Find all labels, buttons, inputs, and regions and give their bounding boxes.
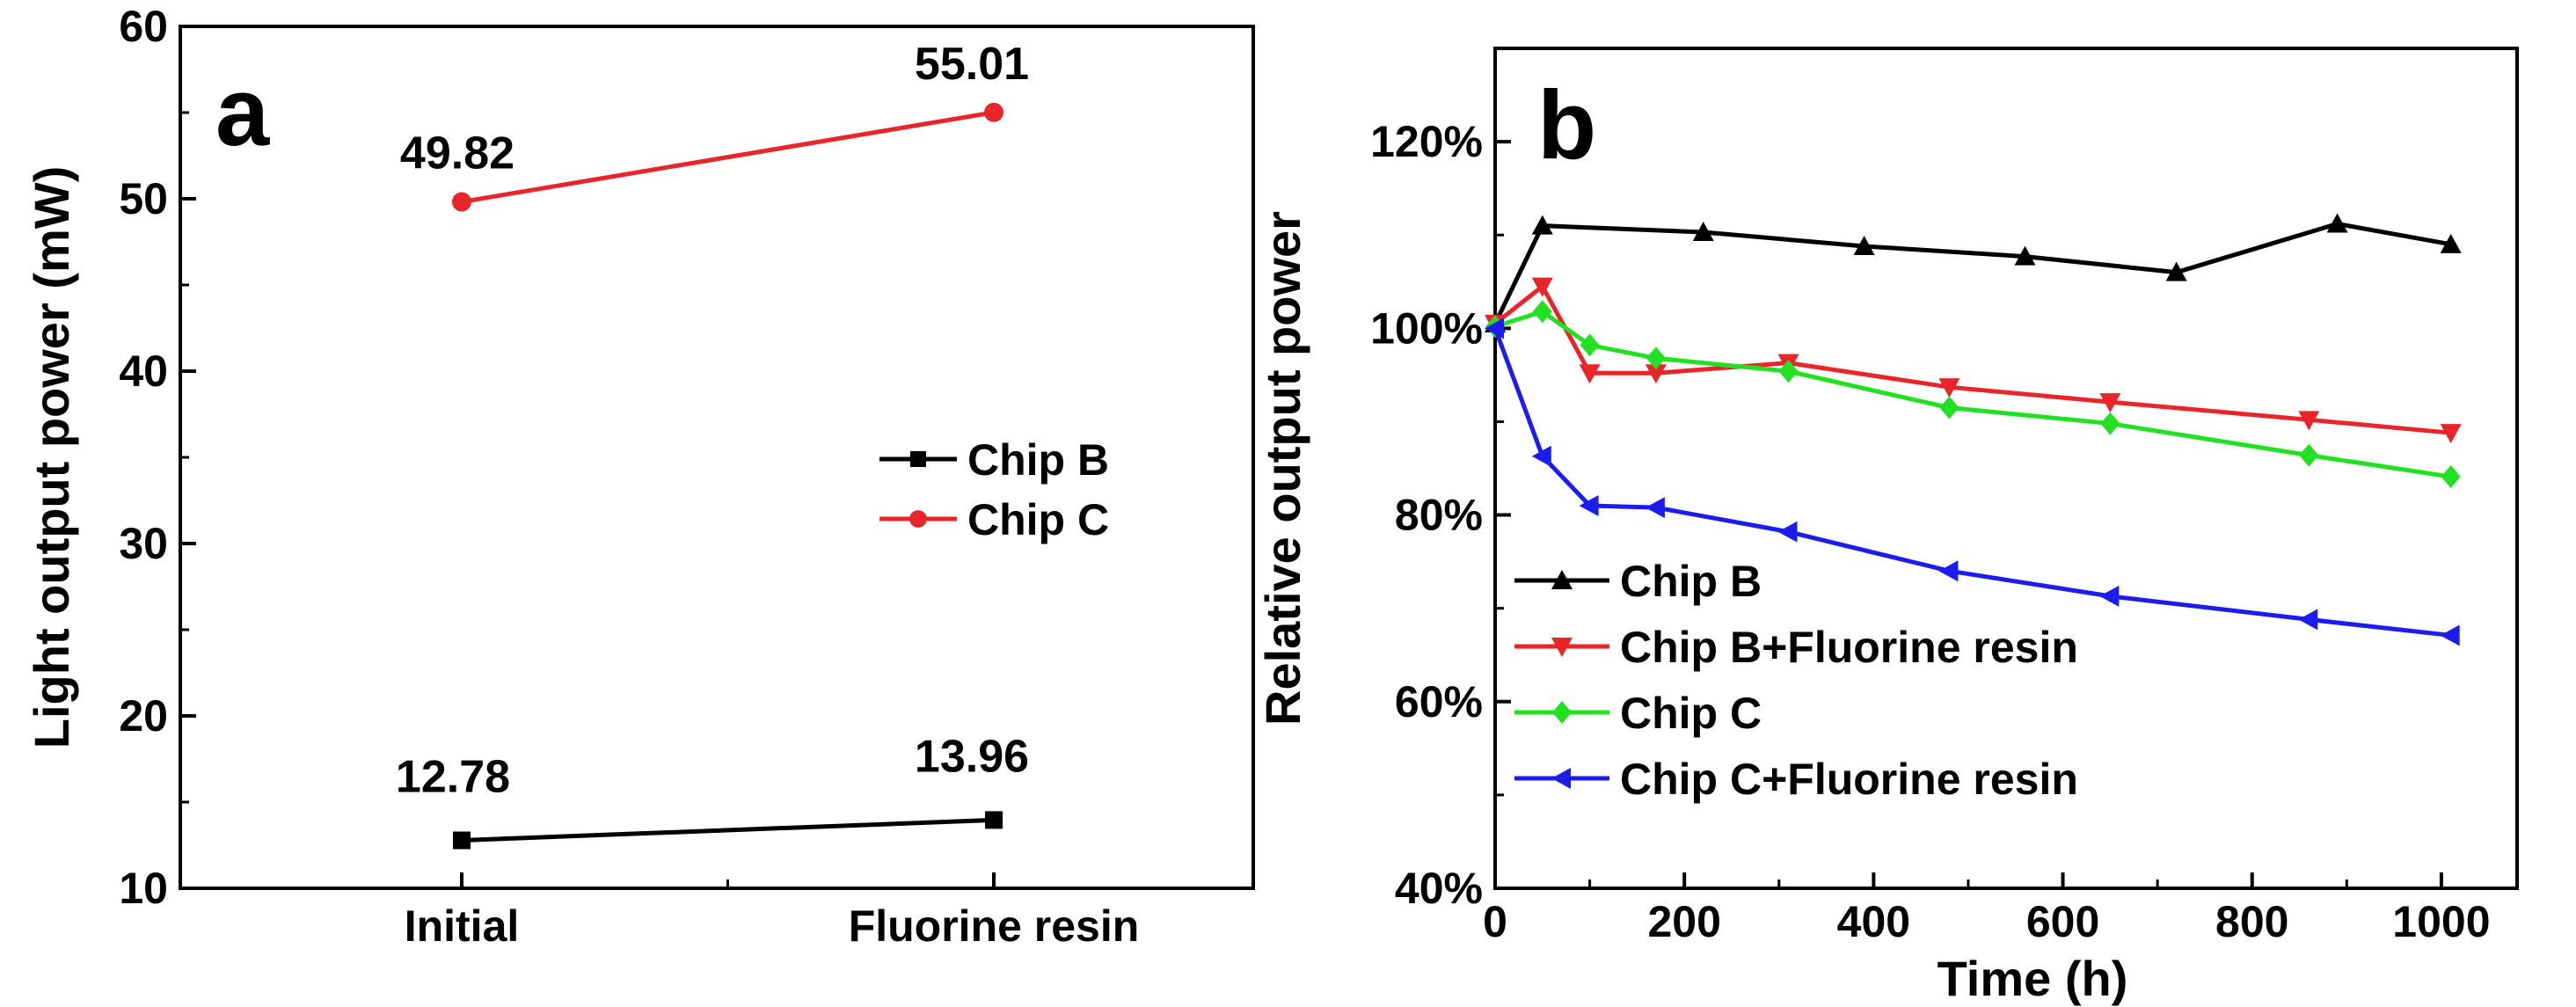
y-tick-label-a: 40 bbox=[119, 347, 168, 396]
data-point-chip-c-fluorine-resin bbox=[1485, 317, 1504, 339]
x-tick-label-b: 400 bbox=[1837, 897, 1910, 946]
data-point-chip-c bbox=[2100, 412, 2120, 435]
legend-marker bbox=[1551, 768, 1571, 789]
x-axis-label-b: Time (h) bbox=[1937, 951, 2128, 1006]
legend-marker bbox=[1551, 638, 1573, 657]
data-label: 49.82 bbox=[400, 128, 514, 179]
y-tick-label-b: 40% bbox=[1395, 864, 1483, 913]
data-point-chip-c bbox=[1646, 347, 1666, 370]
plot-frame-b bbox=[1493, 47, 2519, 890]
legend-marker bbox=[1552, 701, 1572, 724]
data-point-chip-c-fluorine-resin bbox=[1938, 560, 1959, 582]
x-tick-label-b: 600 bbox=[2026, 897, 2099, 946]
data-point-chip-b-fluorine-resin bbox=[1645, 364, 1667, 384]
data-point-chip-c bbox=[2299, 443, 2319, 467]
legend-marker bbox=[909, 510, 927, 528]
data-point-chip-b-fluorine-resin bbox=[1579, 364, 1601, 384]
data-point-chip-c-fluorine-resin bbox=[1777, 521, 1798, 543]
data-point-chip-b-fluorine-resin bbox=[2440, 424, 2462, 444]
x-tick-label-b: 800 bbox=[2215, 897, 2288, 946]
panel-b-chart: 40% 60% 80% 100% 120% 0 200 400 600 800 1000 Time (… bbox=[1255, 47, 2519, 1006]
y-tick-label-b: 60% bbox=[1395, 677, 1483, 726]
data-point-chip-c-fluorine-resin bbox=[2298, 609, 2318, 631]
x-tick-label-b: 200 bbox=[1647, 897, 1720, 946]
panel-letter-b: b bbox=[1537, 71, 1596, 179]
data-point-chip-b bbox=[2326, 213, 2348, 233]
data-point-chip-c-fluorine-resin bbox=[1579, 494, 1599, 516]
legend-label: Chip C bbox=[967, 495, 1109, 544]
data-point-chip-c-fluorine-resin bbox=[2440, 624, 2460, 646]
data-label: 13.96 bbox=[915, 731, 1029, 782]
y-tick-label-a: 30 bbox=[119, 519, 168, 568]
data-point-chip-b-fluorine-resin bbox=[2298, 411, 2320, 431]
legend-marker bbox=[910, 451, 926, 467]
data-point-chip-c bbox=[1939, 396, 1959, 420]
data-point-chip-b bbox=[2440, 233, 2462, 253]
x-tick-label-a: Fluorine resin bbox=[849, 901, 1140, 951]
data-point-chip-b bbox=[453, 831, 471, 850]
data-point-chip-c-fluorine-resin bbox=[1645, 497, 1665, 519]
y-tick-label-a: 60 bbox=[119, 2, 168, 51]
x-tick-label-b: 0 bbox=[1483, 897, 1507, 946]
series-line-chip-b bbox=[461, 817, 995, 843]
series-line-chip-c bbox=[461, 110, 995, 204]
panel-a-chart: 10 20 30 40 50 60 Initial Fluorine resin Light o… bbox=[24, 2, 1255, 951]
panel-letter-a: a bbox=[215, 58, 270, 166]
data-point-chip-c-fluorine-resin bbox=[1531, 445, 1551, 467]
data-point-chip-c bbox=[2441, 465, 2461, 489]
y-axis-label-b: Relative output power bbox=[1255, 211, 1310, 726]
data-point-chip-c bbox=[1778, 360, 1799, 383]
data-label: 55.01 bbox=[915, 39, 1029, 90]
series-line-chip-b bbox=[1492, 221, 2452, 325]
data-point-chip-b bbox=[1692, 222, 1714, 242]
data-point-chip-b-fluorine-resin bbox=[1531, 277, 1553, 297]
data-point-chip-c bbox=[984, 102, 1003, 122]
data-point-chip-c-fluorine-resin bbox=[2099, 585, 2120, 607]
data-point-chip-c bbox=[1580, 333, 1600, 357]
y-tick-label-b: 100% bbox=[1370, 303, 1483, 353]
data-point-chip-b bbox=[985, 811, 1003, 829]
legend-label: Chip B+Fluorine resin bbox=[1620, 623, 2078, 672]
data-point-chip-b bbox=[2165, 261, 2187, 281]
data-label: 12.78 bbox=[396, 752, 510, 803]
data-point-chip-b bbox=[1531, 215, 1553, 235]
data-point-chip-b bbox=[2014, 245, 2036, 266]
y-tick-label-a: 10 bbox=[119, 864, 168, 913]
legend-marker bbox=[1551, 570, 1573, 589]
y-axis-label-a: Light output power (mW) bbox=[24, 166, 79, 748]
y-tick-label-b: 80% bbox=[1395, 491, 1483, 540]
legend-label: Chip C+Fluorine resin bbox=[1620, 755, 2078, 804]
data-point-chip-c bbox=[1532, 300, 1552, 324]
y-tick-label-a: 50 bbox=[119, 174, 168, 223]
y-tick-label-a: 20 bbox=[119, 691, 168, 741]
data-point-chip-b-fluorine-resin bbox=[2099, 393, 2121, 413]
y-tick-label-b: 120% bbox=[1370, 117, 1483, 166]
data-point-chip-b-fluorine-resin bbox=[1938, 378, 1960, 398]
x-tick-label-a: Initial bbox=[405, 901, 520, 951]
legend-label: Chip C bbox=[1620, 689, 1762, 738]
x-tick-label-b: 1000 bbox=[2392, 897, 2490, 946]
data-point-chip-c bbox=[452, 192, 471, 212]
legend-label: Chip B bbox=[967, 435, 1109, 485]
data-point-chip-b bbox=[1853, 235, 1875, 255]
legend-label: Chip B bbox=[1620, 557, 1762, 606]
